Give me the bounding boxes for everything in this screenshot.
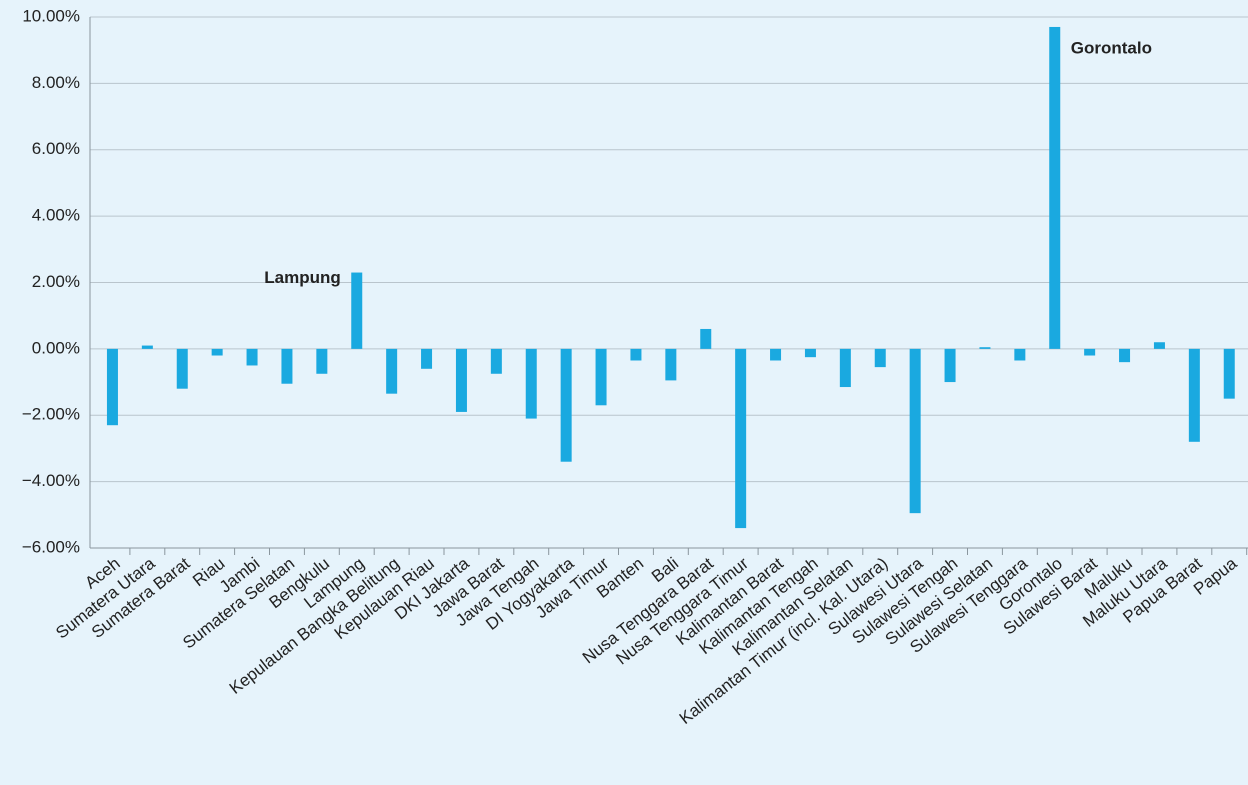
bar: [525, 348, 537, 419]
bar: [804, 348, 816, 358]
bar: [839, 348, 851, 388]
bar: [1119, 348, 1131, 363]
bar: [455, 348, 467, 412]
bar: [211, 348, 223, 356]
y-tick-label: 8.00%: [32, 73, 80, 92]
bar: [944, 348, 956, 383]
bar: [1014, 348, 1026, 361]
annotation: Gorontalo: [1071, 38, 1152, 57]
bar: [1049, 26, 1061, 349]
bar: [176, 348, 188, 389]
bar: [106, 348, 118, 426]
bar: [979, 347, 991, 349]
y-tick-label: −6.00%: [22, 537, 80, 556]
y-tick-label: 0.00%: [32, 338, 80, 357]
annotation: Lampung: [264, 268, 341, 287]
bar: [560, 348, 572, 462]
bar: [490, 348, 502, 374]
y-tick-label: 10.00%: [22, 6, 80, 25]
bar: [281, 348, 293, 384]
bar: [316, 348, 328, 374]
bar: [909, 348, 921, 514]
bar: [1223, 348, 1235, 399]
bar: [1084, 348, 1096, 356]
bar: [351, 272, 363, 349]
bar: [630, 348, 642, 361]
bar: [1153, 342, 1165, 349]
bar: [735, 348, 747, 529]
y-tick-label: 2.00%: [32, 272, 80, 291]
bar: [700, 328, 712, 349]
y-tick-label: 4.00%: [32, 206, 80, 225]
y-tick-label: 6.00%: [32, 139, 80, 158]
bar: [246, 348, 258, 366]
y-tick-label: −2.00%: [22, 405, 80, 424]
bar: [770, 348, 782, 361]
bar: [1188, 348, 1200, 442]
y-tick-label: −4.00%: [22, 471, 80, 490]
bar: [421, 348, 433, 369]
bar: [141, 345, 153, 349]
bar: [386, 348, 398, 394]
bar: [595, 348, 607, 406]
bar: [874, 348, 886, 368]
bar: [665, 348, 677, 381]
